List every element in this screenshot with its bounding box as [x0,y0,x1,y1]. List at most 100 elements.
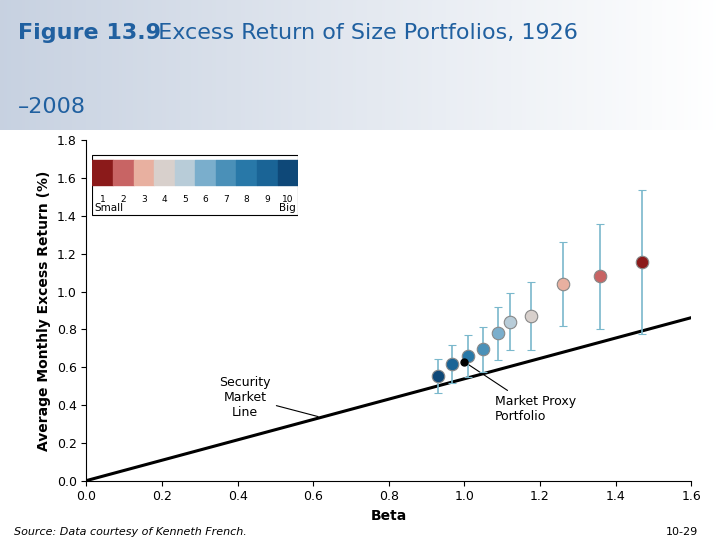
Bar [716,0,720,130]
Bar [306,0,310,130]
Bar [86,0,90,130]
Bar [410,0,414,130]
Bar [43,0,47,130]
Bar [0,0,4,130]
Bar [500,0,504,130]
Bar [54,0,58,130]
Bar [623,0,626,130]
Bar [313,0,317,130]
Bar [367,0,371,130]
Bar [299,0,302,130]
Bar [598,0,601,130]
Bar [576,0,580,130]
Bar [25,0,29,130]
Bar [22,0,25,130]
Bar [547,0,551,130]
Bar [158,0,162,130]
Bar [536,0,540,130]
Bar [151,0,155,130]
Bar [108,0,112,130]
Bar [14,0,18,130]
Bar [248,0,252,130]
Bar [238,0,241,130]
Bar [414,0,418,130]
Bar [241,0,245,130]
Bar [234,0,238,130]
Bar [529,0,533,130]
Bar [612,0,616,130]
Bar [706,0,709,130]
Bar [295,0,299,130]
Bar [392,0,396,130]
Bar [418,0,421,130]
Bar [230,0,234,130]
Bar [580,0,583,130]
Bar [432,0,436,130]
Bar [446,0,450,130]
Bar [482,0,486,130]
Bar [137,0,140,130]
Bar [68,0,72,130]
Bar [472,0,475,130]
Bar [497,0,500,130]
Bar [112,0,115,130]
Bar [274,0,277,130]
Bar [7,0,11,130]
Bar [540,0,544,130]
Bar [187,0,191,130]
Bar [695,0,698,130]
Bar [511,0,515,130]
Bar [400,0,403,130]
Bar [464,0,468,130]
Y-axis label: Average Monthly Excess Return (%): Average Monthly Excess Return (%) [37,170,51,451]
Bar [11,0,14,130]
Bar [565,0,569,130]
Bar [122,0,126,130]
Bar [360,0,364,130]
Bar [364,0,367,130]
Bar [338,0,342,130]
Bar [58,0,61,130]
Bar [691,0,695,130]
Bar [83,0,86,130]
Bar [626,0,630,130]
Bar [673,0,677,130]
Bar [346,0,349,130]
Bar [616,0,619,130]
Bar [331,0,335,130]
Bar [4,0,7,130]
Bar [634,0,637,130]
Bar [356,0,360,130]
Bar [644,0,648,130]
Bar [601,0,605,130]
Bar [328,0,331,130]
Bar [551,0,554,130]
Bar [162,0,166,130]
Bar [457,0,461,130]
Bar [371,0,374,130]
Bar [169,0,173,130]
Bar [263,0,266,130]
Bar [144,0,148,130]
Bar [587,0,590,130]
Bar [443,0,446,130]
Bar [583,0,587,130]
Bar [104,0,108,130]
Bar [439,0,443,130]
Bar [382,0,385,130]
Bar [288,0,292,130]
Bar [176,0,180,130]
Bar [428,0,432,130]
Bar [126,0,130,130]
Bar [522,0,526,130]
Bar [544,0,547,130]
Bar [655,0,659,130]
Bar [680,0,684,130]
Bar [155,0,158,130]
Bar [227,0,230,130]
Bar [18,0,22,130]
Bar [475,0,479,130]
Bar [310,0,313,130]
Bar [670,0,673,130]
Bar [202,0,205,130]
